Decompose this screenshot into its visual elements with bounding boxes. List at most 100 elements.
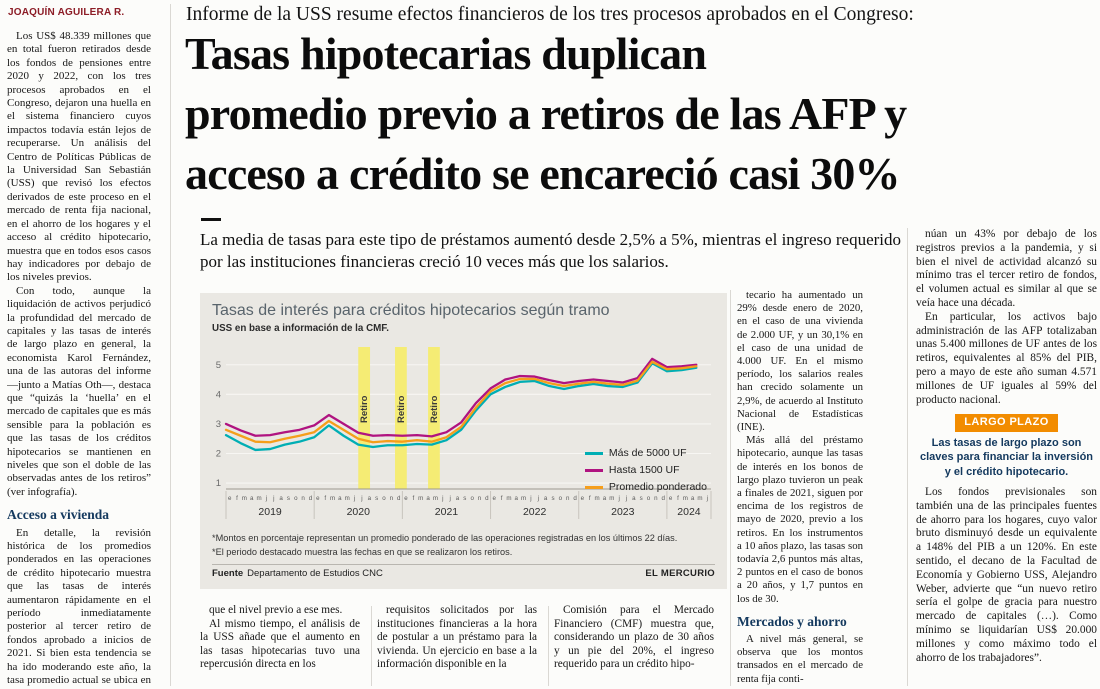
chart-source-row: Fuente Departamento de Estudios CNC EL ME… [212, 563, 715, 579]
svg-text:a: a [632, 495, 636, 502]
svg-text:2024: 2024 [677, 506, 701, 518]
paragraph: Con todo, aunque la liquidación de activ… [7, 284, 151, 498]
svg-text:a: a [691, 495, 695, 502]
svg-text:s: s [287, 495, 290, 502]
svg-text:j: j [441, 495, 443, 502]
svg-text:m: m [521, 495, 526, 502]
svg-text:a: a [338, 495, 342, 502]
svg-text:m: m [256, 495, 261, 502]
chart-plot-area: 1 2 3 4 5 Retiro Retiro Retiro e f m a m j j a s o n d 2019 e… [212, 339, 715, 531]
legend-swatch-icon [584, 485, 603, 489]
svg-text:o: o [382, 495, 386, 502]
svg-text:j: j [265, 495, 267, 502]
legend-item: Más de 5000 UF [584, 447, 707, 459]
paragraph: Los fondos previsionales son también una… [916, 486, 1097, 664]
paragraph: Más allá del préstamo hipotecario, aunqu… [737, 434, 863, 605]
svg-text:o: o [470, 495, 474, 502]
svg-text:s: s [375, 495, 378, 502]
headline-line: acceso a crédito se encareció casi 30% [185, 148, 901, 199]
svg-text:a: a [426, 495, 430, 502]
svg-text:Retiro: Retiro [396, 395, 407, 423]
mid-column: tecario ha aumentado un 29% desde enero … [737, 289, 863, 689]
svg-text:1: 1 [216, 478, 221, 489]
bottom-column-2: requisitos solicitados por las instituci… [377, 604, 537, 689]
kicker: Informe de la USS resume efectos financi… [186, 4, 914, 25]
svg-text:d: d [485, 495, 489, 502]
svg-text:f: f [324, 495, 326, 502]
svg-text:n: n [654, 495, 658, 502]
svg-text:d: d [662, 495, 666, 502]
legend-item: Promedio ponderado [584, 481, 707, 493]
bottom-column-3: Comisión para el Mercado Financiero (CMF… [554, 604, 714, 689]
svg-text:n: n [478, 495, 482, 502]
callout-label: LARGO PLAZO [955, 414, 1058, 433]
svg-text:o: o [559, 495, 563, 502]
headline-line: promedio previo a retiros de las AFP y [185, 88, 907, 139]
svg-text:j: j [353, 495, 355, 502]
chart-footnote: *Montos en porcentaje representan un pro… [212, 533, 678, 543]
svg-text:d: d [573, 495, 577, 502]
svg-text:2023: 2023 [611, 506, 635, 518]
svg-text:n: n [566, 495, 570, 502]
column-rule [730, 290, 731, 686]
svg-text:a: a [456, 495, 460, 502]
svg-text:j: j [537, 495, 539, 502]
svg-text:f: f [589, 495, 591, 502]
svg-text:o: o [647, 495, 651, 502]
column-rule [371, 606, 372, 686]
svg-text:j: j [529, 495, 531, 502]
svg-text:f: f [413, 495, 415, 502]
svg-text:e: e [228, 495, 232, 502]
svg-text:e: e [316, 495, 320, 502]
source-name: Departamento de Estudios CNC [247, 567, 383, 579]
svg-text:f: f [501, 495, 503, 502]
svg-text:d: d [309, 495, 313, 502]
headline-rule [201, 218, 221, 221]
callout-text: Las tasas de largo plazo son claves para… [919, 437, 1094, 478]
legend-item: Hasta 1500 UF [584, 464, 707, 476]
svg-text:a: a [250, 495, 254, 502]
svg-text:a: a [515, 495, 519, 502]
infographic-box: Tasas de interés para créditos hipotecar… [200, 293, 727, 589]
paragraph: tecario ha aumentado un 29% desde enero … [737, 289, 863, 434]
svg-text:s: s [640, 495, 643, 502]
svg-text:2: 2 [216, 449, 221, 460]
paragraph: A nivel más general, se observa que los … [737, 633, 863, 685]
paragraph: requisitos solicitados por las instituci… [377, 604, 537, 671]
legend-swatch-icon [584, 468, 603, 472]
chart-source: Fuente Departamento de Estudios CNC [212, 568, 383, 579]
deck-subheadline: La media de tasas para este tipo de prés… [200, 230, 902, 272]
svg-text:e: e [669, 495, 673, 502]
svg-text:n: n [390, 495, 394, 502]
rates-chart-plot: 1 2 3 4 5 Retiro Retiro Retiro e f m a m j j a s o n d 2019 e… [212, 339, 715, 536]
svg-text:3: 3 [216, 419, 221, 430]
svg-text:j: j [706, 495, 708, 502]
svg-text:j: j [448, 495, 450, 502]
svg-text:Retiro: Retiro [429, 395, 440, 423]
author-byline: JOAQUÍN AGUILERA R. [8, 7, 125, 18]
svg-text:m: m [242, 495, 247, 502]
paragraph: Al mismo tiempo, el análisis de la USS a… [200, 617, 360, 671]
svg-text:s: s [551, 495, 554, 502]
legend-label: Más de 5000 UF [608, 447, 687, 459]
chart-subtitle: USS en base a información de la CMF. [212, 323, 389, 334]
svg-text:m: m [595, 495, 600, 502]
paragraph: Los US$ 48.339 millones que en total fue… [7, 30, 151, 284]
svg-text:j: j [272, 495, 274, 502]
bottom-column-1: que el nivel previo a ese mes. Al mismo … [200, 604, 360, 689]
publisher-credit: EL MERCURIO [645, 567, 715, 579]
svg-text:2019: 2019 [258, 506, 282, 518]
svg-text:f: f [677, 495, 679, 502]
legend-swatch-icon [584, 451, 603, 455]
left-column: Los US$ 48.339 millones que en total fue… [7, 30, 151, 686]
svg-text:m: m [683, 495, 688, 502]
svg-text:m: m [345, 495, 350, 502]
right-column: núan un 43% por debajo de los registros … [916, 228, 1097, 689]
svg-text:Retiro: Retiro [359, 395, 370, 423]
svg-text:s: s [463, 495, 466, 502]
svg-text:m: m [506, 495, 511, 502]
svg-text:e: e [404, 495, 408, 502]
paragraph: En particular, los activos bajo administ… [916, 310, 1097, 406]
